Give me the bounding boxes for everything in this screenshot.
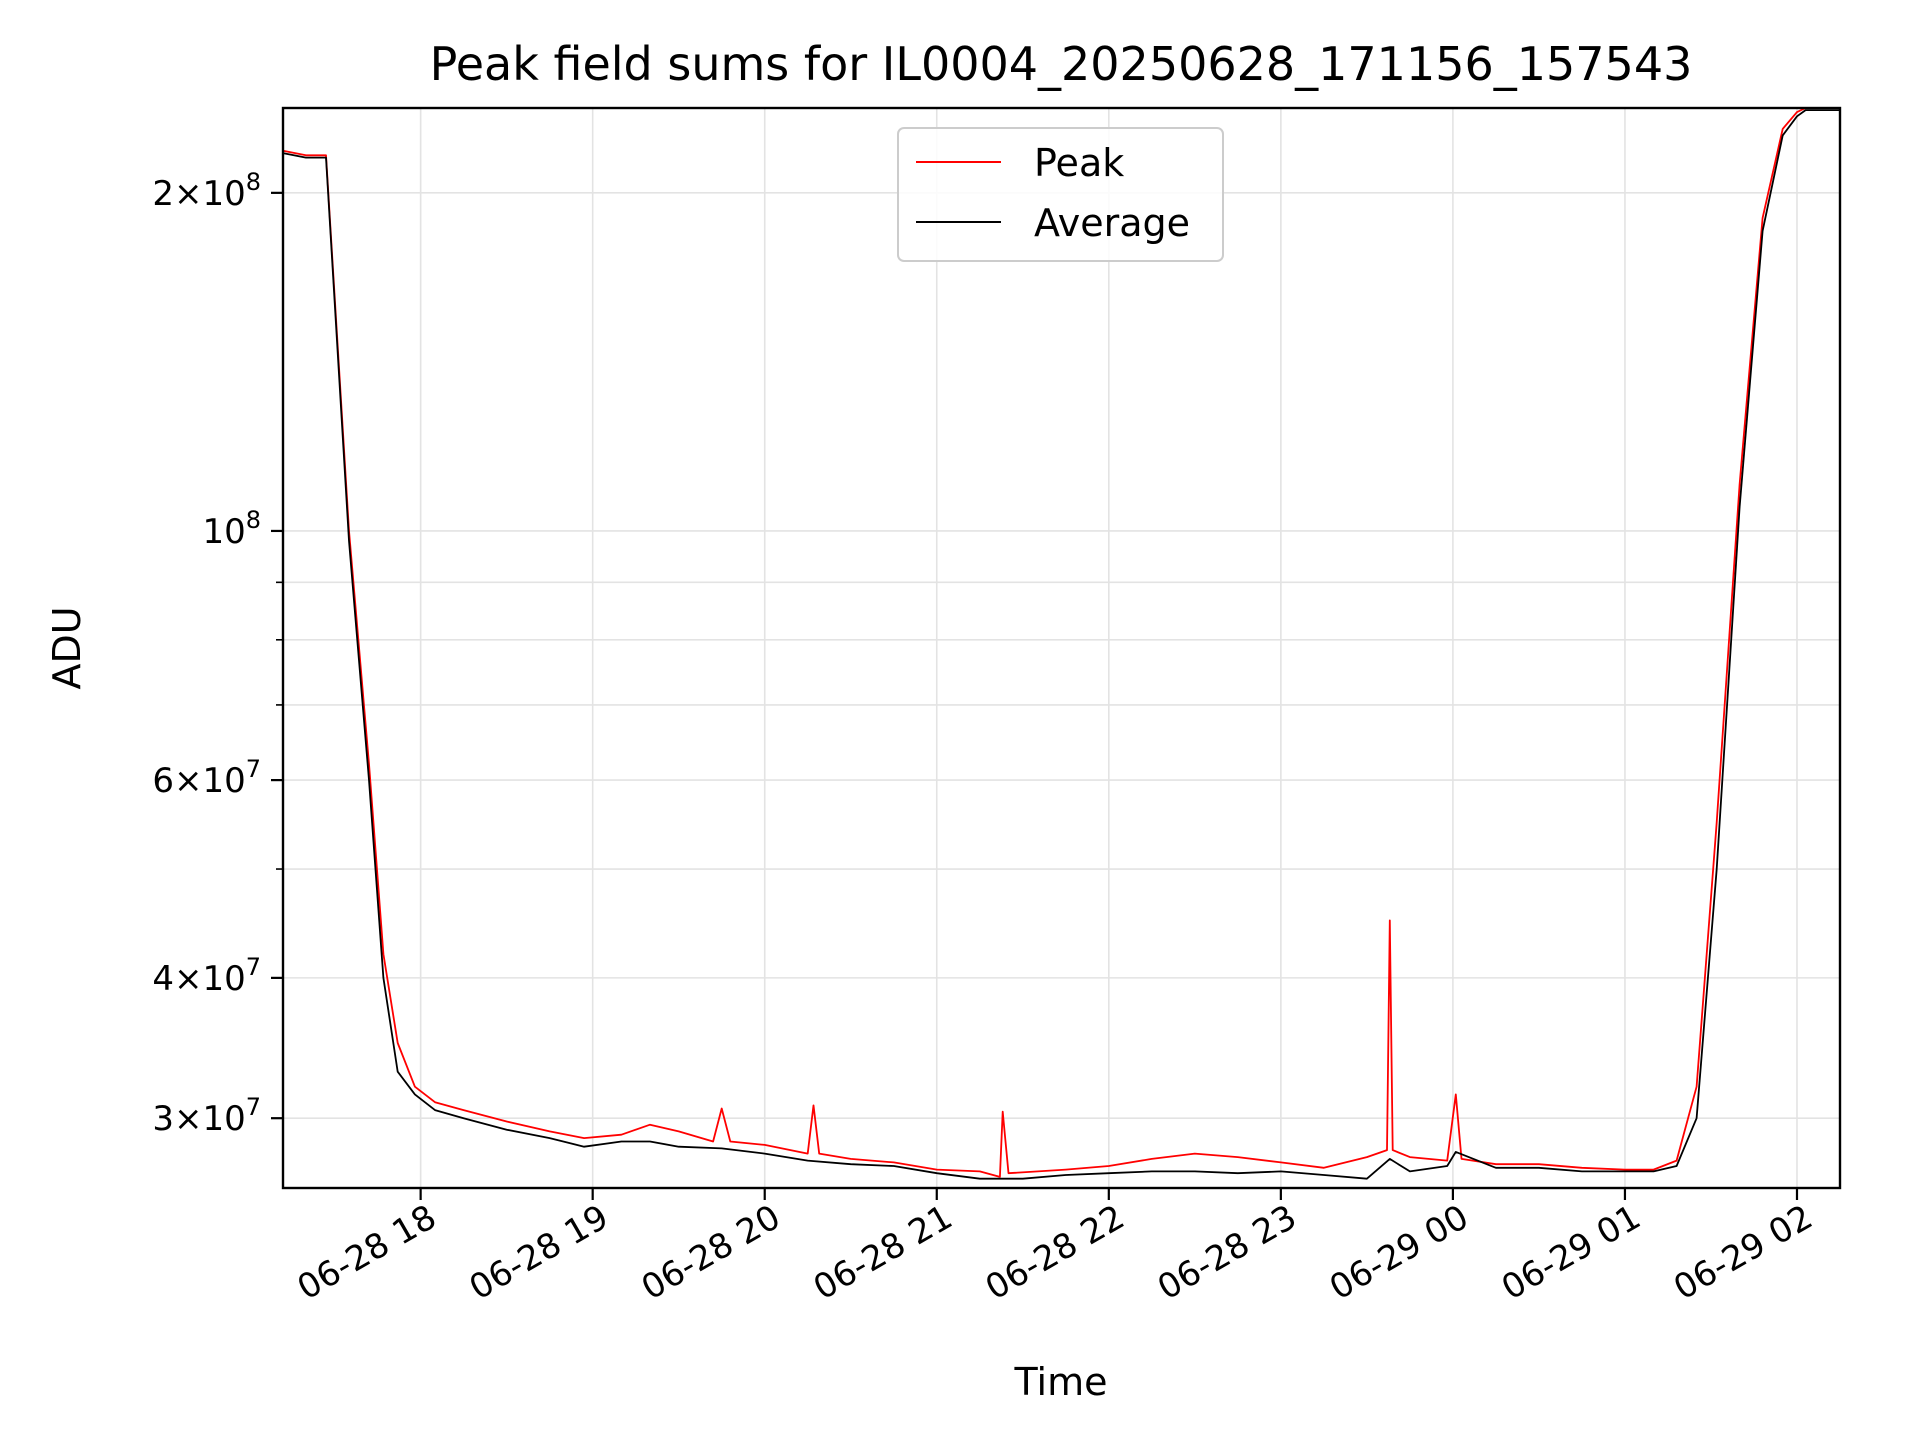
legend-label-peak: Peak [1034, 141, 1124, 185]
y-tick-base: 10 [202, 512, 245, 552]
y-tick-label: 3×107 [152, 1093, 261, 1139]
y-tick-label: 6×107 [152, 755, 261, 801]
series-line-average [282, 109, 1840, 1180]
y-tick-base: 6×10 [152, 761, 245, 801]
legend: Peak Average [897, 127, 1224, 262]
y-tick-base: 3×10 [152, 1099, 245, 1139]
y-tick-label: 108 [202, 506, 261, 552]
legend-label-average: Average [1034, 201, 1190, 245]
y-tick-label: 4×107 [152, 953, 261, 999]
y-tick-label: 2×108 [152, 168, 261, 214]
y-tick-base: 2×10 [152, 174, 245, 214]
y-tick-exponent: 7 [246, 1093, 261, 1121]
y-tick-exponent: 7 [246, 755, 261, 783]
gridlines [283, 108, 1840, 1188]
y-tick-exponent: 7 [246, 953, 261, 981]
x-axis-label: Time [1014, 1360, 1108, 1404]
plot-frame [281, 106, 1842, 1190]
y-tick-exponent: 8 [246, 168, 261, 196]
y-tick-base: 4×10 [152, 959, 245, 999]
y-axis-label: ADU [45, 606, 89, 689]
y-tick-exponent: 8 [246, 506, 261, 534]
chart-title: Peak field sums for IL0004_20250628_1711… [430, 37, 1693, 91]
series-lines [282, 107, 1840, 1180]
series-line-peak [282, 107, 1840, 1178]
